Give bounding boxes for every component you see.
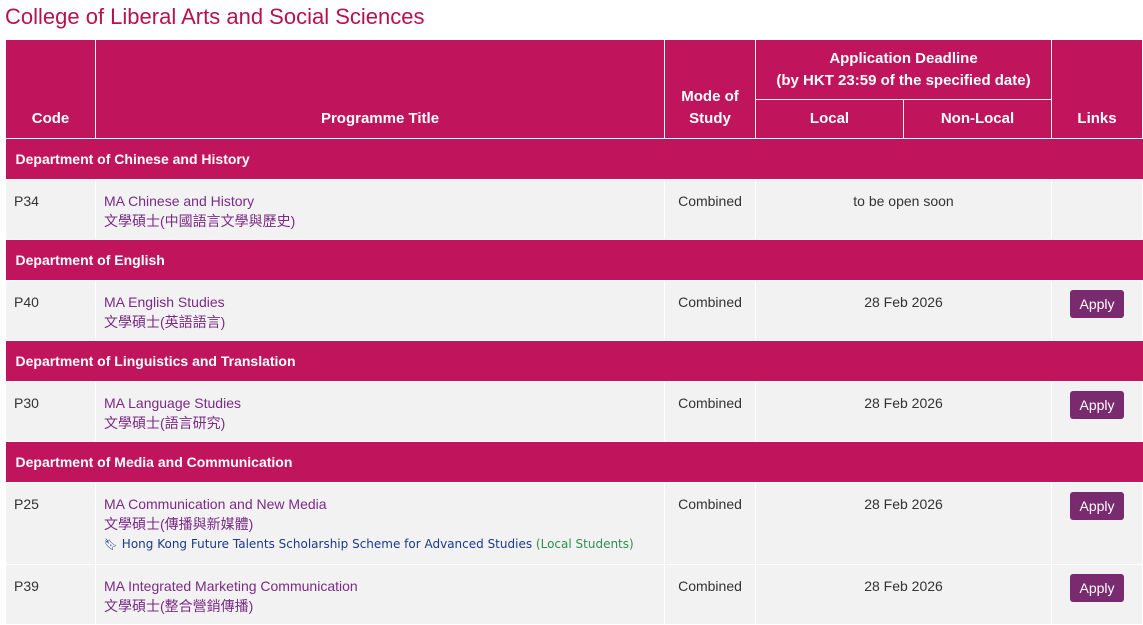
scholarship-link[interactable]: 🔖︎ Hong Kong Future Talents Scholarship … [104,536,656,553]
mode-of-study: Combined [664,564,756,625]
programme-title-en-link[interactable]: MA English Studies [104,294,225,310]
programme-title-zh: 文學碩士(傳播與新媒體) [104,516,254,532]
deadline-local: 28 Feb 2026 [755,280,1052,341]
application-deadline: 28 Feb 2026 [755,381,1052,442]
programme-code: P39 [5,564,96,625]
department-name: Department of Media and Communication [5,441,1143,483]
department-row: Department of Media and Communication [5,441,1143,483]
links-cell: Apply [1051,381,1143,442]
table-row: P39 MA Integrated Marketing Communicatio… [5,564,1143,625]
mode-of-study: Combined [664,280,756,341]
header-local: Local [755,99,904,139]
programme-title-cell: MA Language Studies 文學碩士(語言研究) [95,381,665,442]
programme-title-cell: MA English Studies 文學碩士(英語語言) [95,280,665,341]
table-row: P40 MA English Studies 文學碩士(英語語言) Combin… [5,280,1143,341]
programme-code: P40 [5,280,96,341]
apply-button[interactable]: Apply [1070,391,1124,419]
scholarship-title: Hong Kong Future Talents Scholarship Sch… [121,537,533,551]
programme-title-en-link[interactable]: MA Chinese and History [104,193,255,209]
bookmark-icon: 🔖︎ [104,538,118,551]
table-row: P34 MA Chinese and History 文學碩士(中國語言文學與歷… [5,179,1143,240]
page-title: College of Liberal Arts and Social Scien… [5,4,425,29]
header-programme-title: Programme Title [95,39,665,139]
mode-of-study: Combined [664,179,756,240]
programme-table: Code Programme Title Mode of Study Appli… [5,39,1143,625]
header-non-local: Non-Local [903,99,1052,139]
programme-code: P25 [5,482,96,565]
programme-title-en-link[interactable]: MA Language Studies [104,395,241,411]
header-mode-line1: Mode of [681,88,739,105]
department-row: Department of English [5,239,1143,281]
programme-title-cell: MA Chinese and History 文學碩士(中國語言文學與歷史) [95,179,665,240]
application-deadline: 28 Feb 2026 [755,482,1052,565]
header-deadline-line1: Application Deadline [829,49,978,67]
department-name: Department of Chinese and History [5,138,1143,180]
scholarship-audience: (Local Students) [535,537,634,551]
programme-title-zh: 文學碩士(中國語言文學與歷史) [104,213,296,229]
mode-of-study: Combined [664,482,756,565]
links-cell: Apply [1051,482,1143,565]
header-mode-of-study: Mode of Study [664,39,756,139]
header-code: Code [5,39,96,139]
apply-button[interactable]: Apply [1070,574,1124,602]
header-links: Links [1051,39,1143,139]
department-row: Department of Chinese and History [5,138,1143,180]
programme-title-zh: 文學碩士(整合營銷傳播) [104,598,254,614]
programme-code: P30 [5,381,96,442]
department-row: Department of Linguistics and Translatio… [5,340,1143,382]
application-deadline: to be open soon [755,179,1052,240]
table-row: P30 MA Language Studies 文學碩士(語言研究) Combi… [5,381,1143,442]
links-cell: Apply [1051,280,1143,341]
application-deadline: 28 Feb 2026 [755,564,1052,625]
programme-title-en-link[interactable]: MA Communication and New Media [104,496,327,512]
header-mode-line2: Study [689,110,731,127]
programme-code: P34 [5,179,96,240]
programme-title-en-link[interactable]: MA Integrated Marketing Communication [104,578,358,594]
header-application-deadline: Application Deadline (by HKT 23:59 of th… [755,39,1052,100]
table-row: P25 MA Communication and New Media 文學碩士(… [5,482,1143,565]
links-cell [1051,179,1143,240]
department-name: Department of Linguistics and Translatio… [5,340,1143,382]
apply-button[interactable]: Apply [1070,290,1124,318]
programme-title-zh: 文學碩士(英語語言) [104,314,226,330]
apply-button[interactable]: Apply [1070,492,1124,520]
programme-title-cell: MA Integrated Marketing Communication 文學… [95,564,665,625]
links-cell: Apply [1051,564,1143,625]
programme-title-cell: MA Communication and New Media 文學碩士(傳播與新… [95,482,665,565]
mode-of-study: Combined [664,381,756,442]
header-deadline-line2: (by HKT 23:59 of the specified date) [776,71,1031,89]
department-name: Department of English [5,239,1143,281]
programme-title-zh: 文學碩士(語言研究) [104,415,226,431]
